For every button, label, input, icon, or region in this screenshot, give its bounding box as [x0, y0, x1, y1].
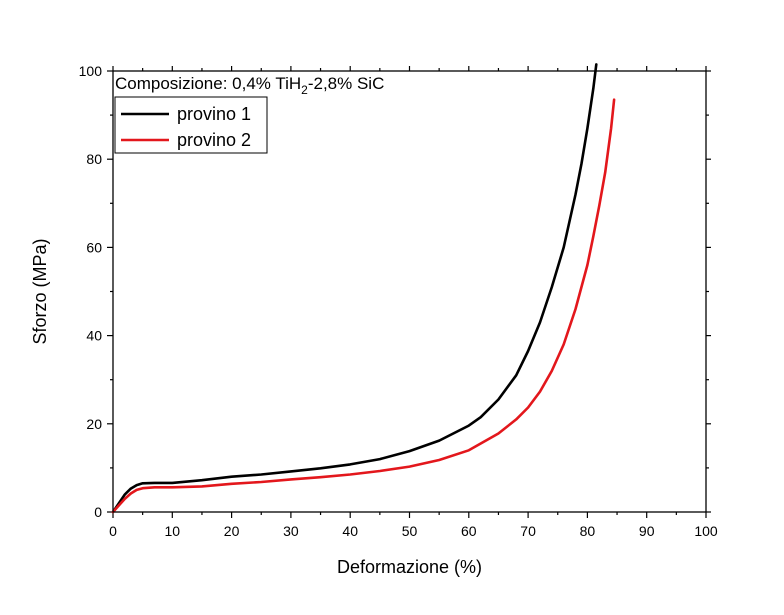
- plot-frame: [112, 70, 707, 513]
- x-tick-label: 60: [461, 523, 477, 539]
- y-axis-ticks: 0 20 40 60 80 100: [79, 63, 711, 520]
- y-tick-label: 80: [86, 151, 102, 167]
- x-tick-label: 30: [283, 523, 299, 539]
- x-tick-label: 100: [694, 523, 718, 539]
- annotation-suffix: -2,8% SiC: [308, 74, 385, 93]
- series-layer: [111, 63, 616, 514]
- legend-box: [114, 96, 268, 154]
- x-tick-label: 0: [109, 523, 117, 539]
- x-axis-title: Deformazione (%): [337, 557, 482, 577]
- legend: provino 1 provino 2: [114, 96, 268, 154]
- x-tick-label: 90: [639, 523, 655, 539]
- x-tick-label: 80: [580, 523, 596, 539]
- series-line-1: [111, 63, 598, 514]
- y-tick-label: 40: [86, 328, 102, 344]
- legend-label-provino-1: provino 1: [177, 104, 251, 124]
- annotation-subscript: 2: [301, 83, 308, 97]
- x-tick-label: 70: [520, 523, 536, 539]
- annotation-prefix: Composizione: 0,4% TiH: [115, 74, 301, 93]
- x-tick-label: 50: [402, 523, 418, 539]
- x-tick-label: 10: [165, 523, 181, 539]
- series-line-2: [111, 98, 616, 514]
- y-tick-label: 60: [86, 239, 102, 255]
- legend-label-provino-2: provino 2: [177, 130, 251, 150]
- x-tick-label: 20: [224, 523, 240, 539]
- x-tick-label: 40: [342, 523, 358, 539]
- y-tick-label: 20: [86, 416, 102, 432]
- y-tick-label: 0: [94, 504, 102, 520]
- y-tick-label: 100: [79, 63, 103, 79]
- composition-annotation: Composizione: 0,4% TiH2-2,8% SiC: [115, 74, 384, 97]
- y-axis-title: Sforzo (MPa): [30, 238, 50, 344]
- x-axis-ticks: 0 10 20 30 40 50 60 70 80 90 100: [109, 66, 718, 539]
